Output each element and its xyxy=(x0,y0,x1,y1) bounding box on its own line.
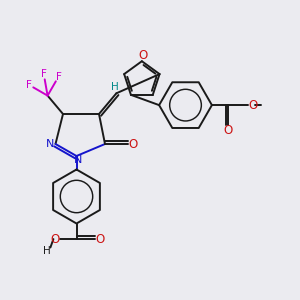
Text: F: F xyxy=(56,72,62,82)
Text: O: O xyxy=(51,232,60,246)
Text: N: N xyxy=(74,155,82,165)
Text: N: N xyxy=(46,139,54,149)
Text: H: H xyxy=(43,246,51,256)
Text: F: F xyxy=(41,69,47,79)
Text: O: O xyxy=(224,124,233,137)
Text: F: F xyxy=(26,80,32,90)
Text: O: O xyxy=(139,49,148,62)
Text: H: H xyxy=(111,82,119,92)
Text: O: O xyxy=(248,99,257,112)
Text: O: O xyxy=(96,232,105,246)
Text: O: O xyxy=(128,137,137,151)
